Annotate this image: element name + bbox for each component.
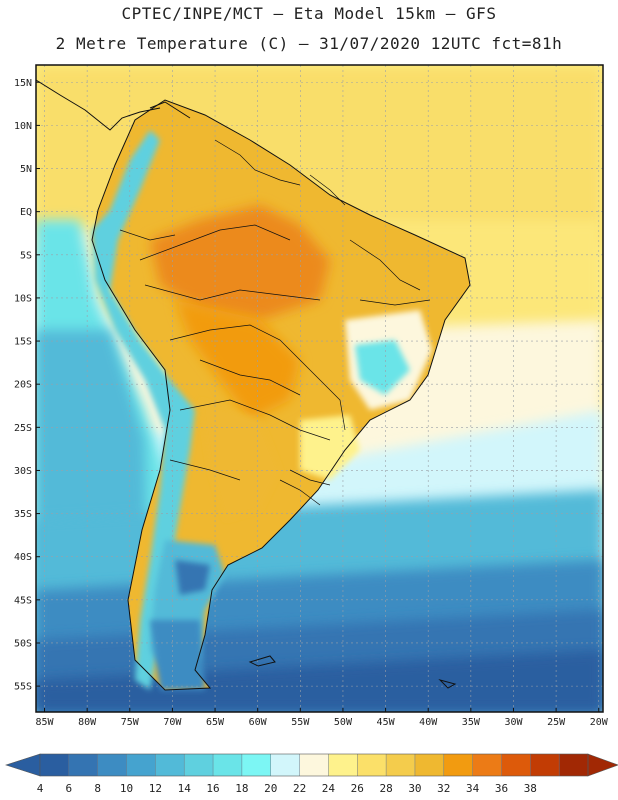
lon-label: 20W: [590, 717, 609, 728]
colorbar-tick-label: 26: [351, 782, 364, 795]
map-title-line1: CPTEC/INPE/MCT – Eta Model 15km – GFS: [121, 4, 497, 23]
colorbar-segment: [40, 754, 70, 776]
lat-label: 20S: [14, 380, 32, 391]
colorbar-tick-label: 16: [206, 782, 219, 795]
colorbar-tick-label: 14: [178, 782, 192, 795]
colorbar-tick-label: 38: [524, 782, 537, 795]
longitude-axis: 85W 80W 75W 70W 65W 60W 55W 50W 45W 40W 35W 30W 25W 2…: [35, 708, 609, 728]
colorbar-tick-label: 36: [495, 782, 508, 795]
lat-label: 25S: [14, 423, 32, 434]
colorbar-segment: [414, 754, 445, 776]
lon-label: 50W: [334, 717, 353, 728]
colorbar-segment: [126, 754, 156, 776]
colorbar-segment: [270, 754, 301, 776]
lon-label: 70W: [163, 717, 182, 728]
map-frame: [35, 64, 604, 713]
lat-label: 10N: [14, 121, 32, 132]
lat-label: EQ: [20, 207, 32, 218]
lat-label: 5S: [20, 250, 32, 261]
map-title-line2: 2 Metre Temperature (C) – 31/07/2020 12U…: [55, 34, 563, 53]
colorbar-segment: [472, 754, 502, 776]
colorbar-segment: [328, 754, 358, 776]
colorbar-segment: [501, 754, 531, 776]
colorbar-segment: [386, 754, 416, 776]
lat-label: 45S: [14, 595, 32, 606]
colorbar-segment: [559, 754, 589, 776]
coastline: [36, 79, 471, 691]
lat-label: 10S: [14, 293, 32, 304]
lat-label: 55S: [14, 682, 32, 693]
temperature-colorbar: 4 6 8 10 12 14 16 18 20 22 24 26 28 30 32 34 36 38: [5, 753, 618, 795]
lon-label: 55W: [291, 717, 310, 728]
lon-label: 75W: [121, 717, 140, 728]
colorbar-segment: [97, 754, 128, 776]
colorbar-segment: [68, 754, 99, 776]
lat-label: 30S: [14, 466, 32, 477]
lat-label: 5N: [20, 164, 32, 175]
lon-label: 40W: [419, 717, 438, 728]
colorbar-tick-label: 20: [264, 782, 277, 795]
colorbar-low-arrow: [5, 753, 41, 777]
lon-label: 30W: [504, 717, 523, 728]
colorbar-tick-label: 18: [235, 782, 248, 795]
colorbar-tick-label: 10: [120, 782, 133, 795]
lon-label: 85W: [35, 717, 54, 728]
colorbar-tick-label: 30: [408, 782, 421, 795]
colorbar-tick-label: 12: [149, 782, 162, 795]
lat-label: 35S: [14, 509, 32, 520]
colorbar-segment: [155, 754, 185, 776]
lon-label: 45W: [377, 717, 396, 728]
colorbar-tick-label: 6: [66, 782, 73, 795]
colorbar-segment: [357, 754, 387, 776]
colorbar-tick-label: 34: [466, 782, 480, 795]
lat-label: 40S: [14, 552, 32, 563]
colorbar-segment: [299, 754, 329, 776]
colorbar-segment: [443, 754, 474, 776]
south-america-landmass: [92, 100, 470, 690]
colorbar-segment: [530, 754, 560, 776]
colorbar-tick-label: 4: [37, 782, 44, 795]
colorbar-tick-label: 22: [293, 782, 306, 795]
lon-label: 25W: [547, 717, 566, 728]
colorbar-tick-label: 24: [322, 782, 336, 795]
colorbar-high-arrow: [587, 753, 618, 777]
colorbar-tick-label: 8: [94, 782, 101, 795]
lon-label: 65W: [206, 717, 225, 728]
colorbar-segment: [184, 754, 214, 776]
colorbar-frame: [39, 753, 589, 777]
lon-label: 35W: [462, 717, 481, 728]
colorbar-segment: [241, 754, 272, 776]
latitude-axis: 15N 10N 5N EQ 5S 10S 15S 20S 25S 30S 35S 40S 45S 50S 5…: [14, 78, 40, 693]
colorbar-segment: [213, 754, 243, 776]
lat-label: 15S: [14, 337, 32, 348]
lon-label: 80W: [78, 717, 97, 728]
lat-label: 15N: [14, 78, 32, 89]
lon-label: 60W: [249, 717, 268, 728]
map-plot-area: [36, 65, 603, 712]
lat-label: 50S: [14, 638, 32, 649]
colorbar-tick-label: 28: [379, 782, 392, 795]
country-borders: [119, 139, 431, 506]
colorbar-tick-label: 32: [437, 782, 450, 795]
